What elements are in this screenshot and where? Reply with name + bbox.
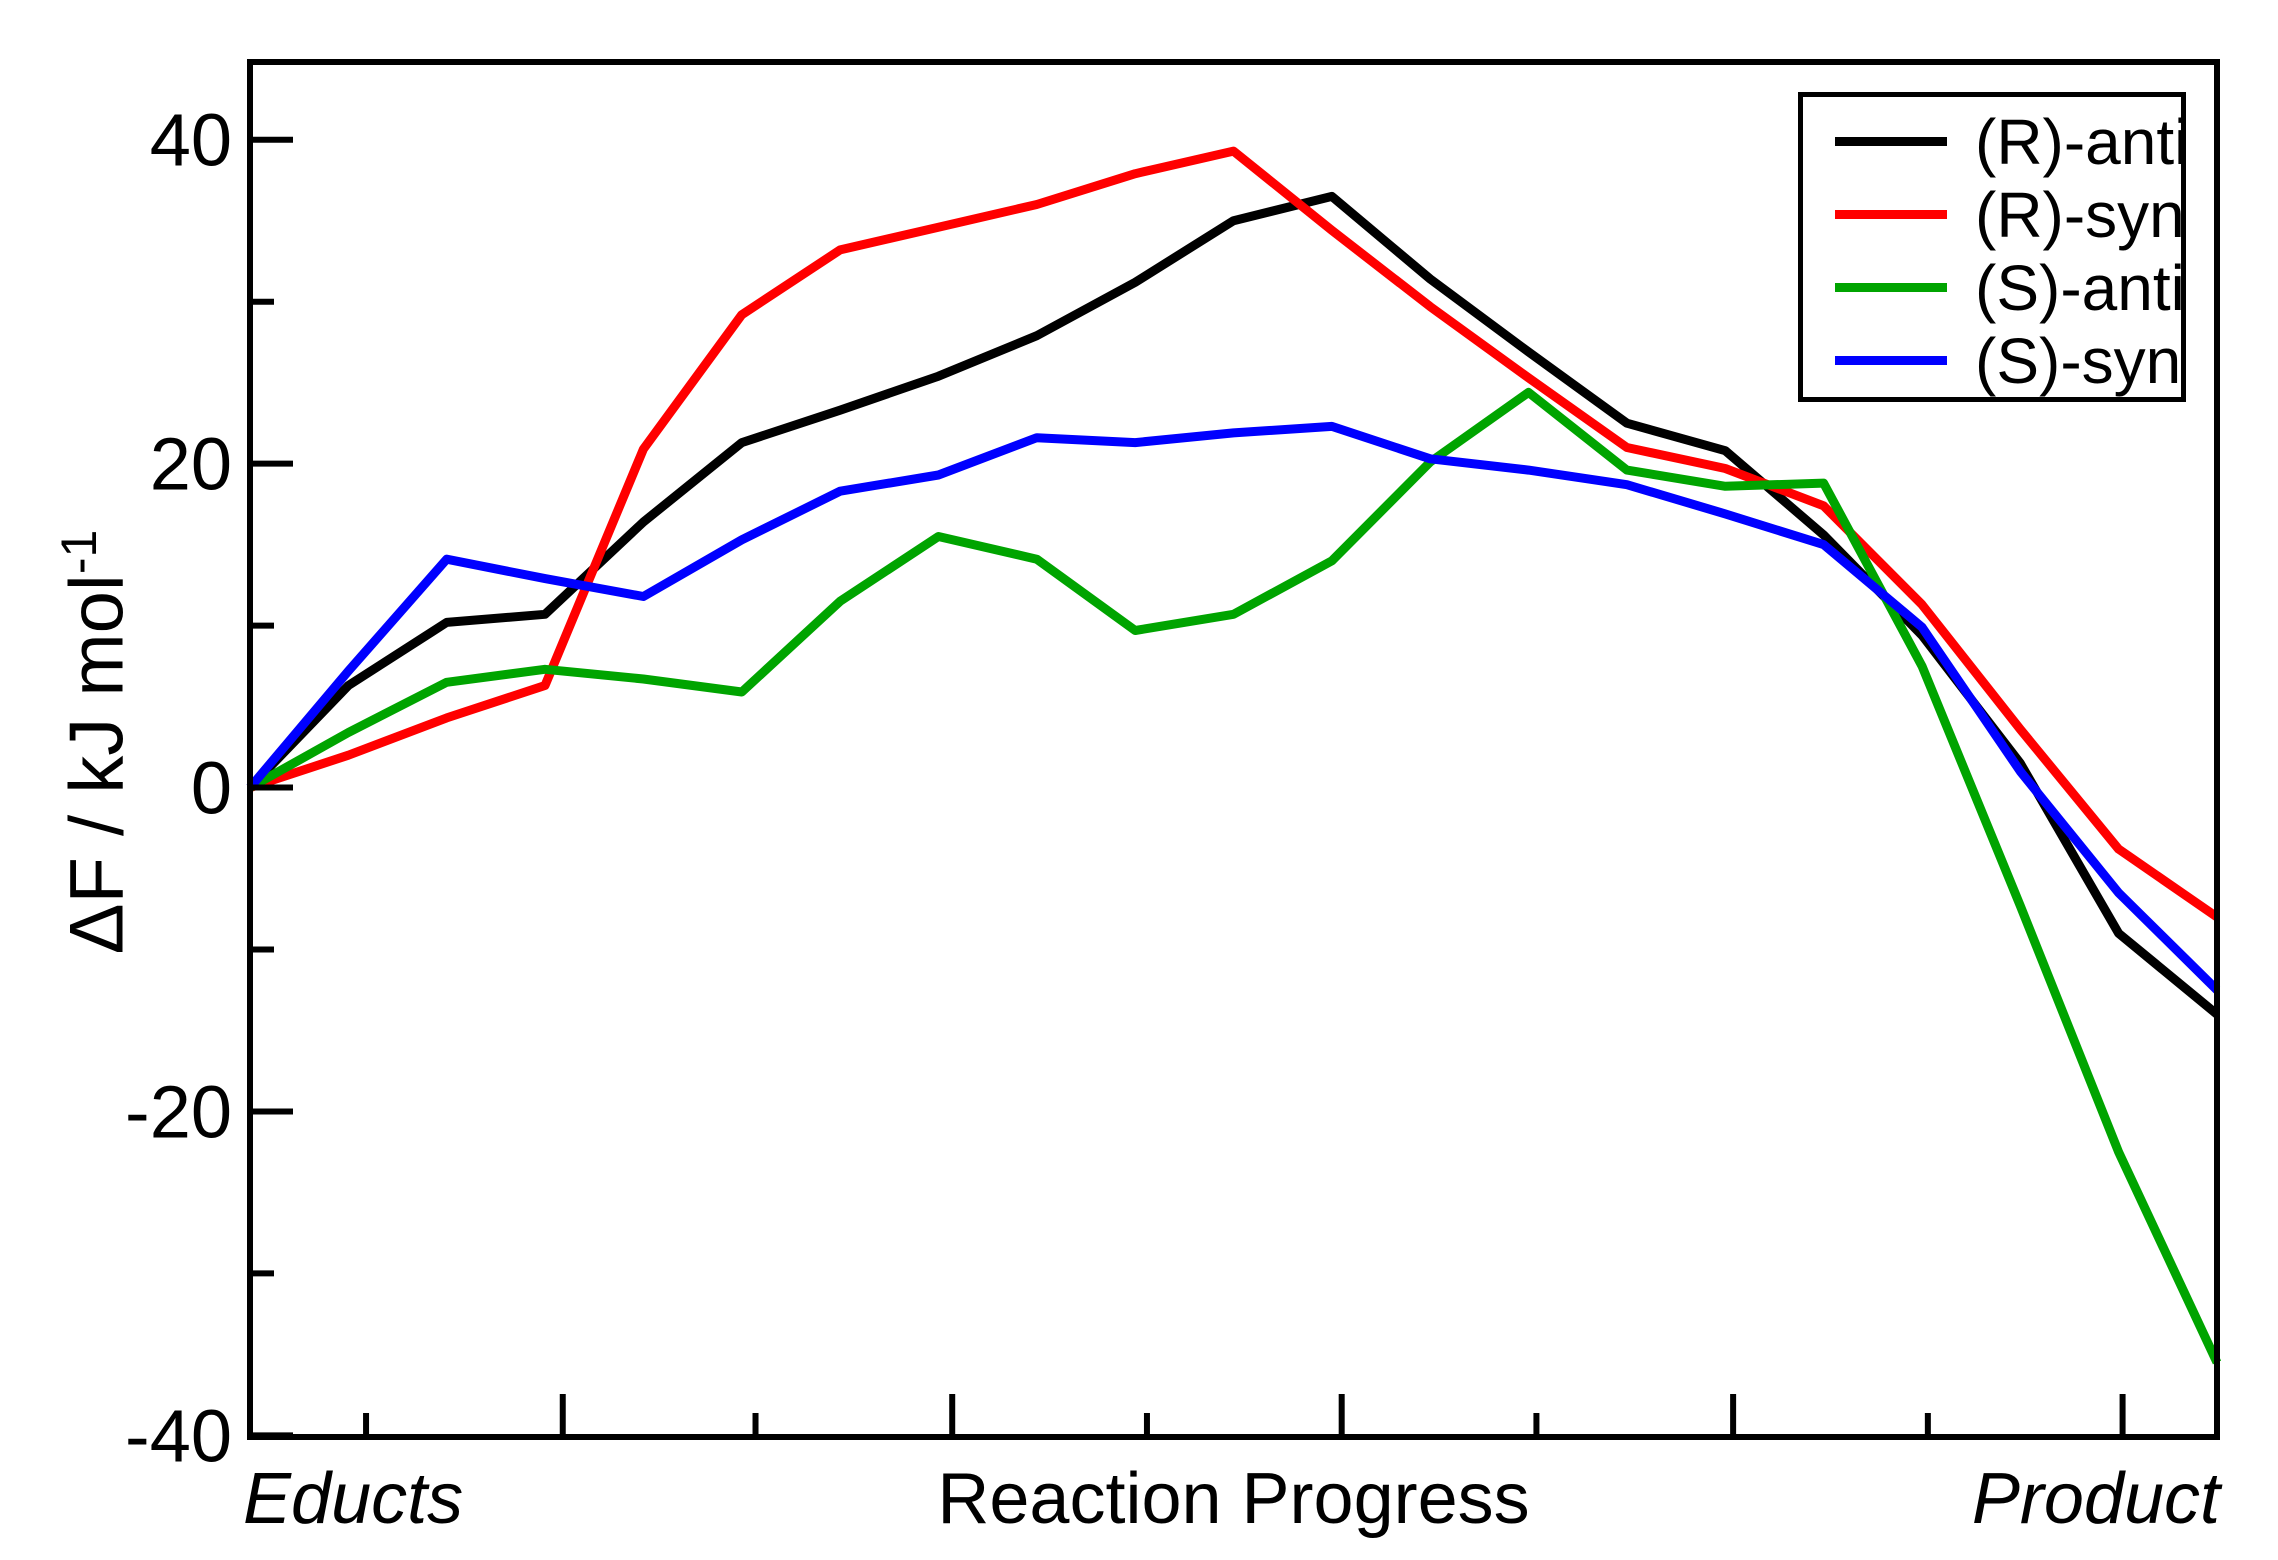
y-tick-label: 0 — [191, 747, 232, 830]
legend-swatch-r-syn — [1835, 210, 1947, 219]
legend-swatch-s-syn — [1835, 356, 1947, 365]
y-tick-label: -40 — [125, 1394, 232, 1477]
educts-label: Educts — [243, 1459, 464, 1539]
product-label: Product — [1971, 1459, 2220, 1539]
y-tick-label: 20 — [150, 423, 232, 506]
legend-item: (R)-anti — [1803, 105, 2188, 178]
y-axis-label-exponent: -1 — [51, 529, 107, 575]
series-line-r-syn — [248, 146, 2220, 921]
x-axis-title: Reaction Progress — [937, 1459, 1530, 1539]
legend-item: (S)-syn — [1803, 324, 2181, 397]
y-tick-label: 40 — [150, 99, 232, 182]
legend-swatch-r-anti — [1835, 137, 1947, 146]
legend-item: (R)-syn — [1803, 178, 2185, 251]
series-line-s-anti — [247, 387, 2222, 1365]
x-axis-captions: Educts Reaction Progress Product — [0, 1458, 2278, 1548]
series-line-s-syn — [246, 421, 2221, 994]
legend-label: (R)-anti — [1975, 105, 2189, 178]
y-axis-label-text: ΔF / kJ mol — [54, 574, 140, 955]
y-axis-label: ΔF / kJ mol-1 — [50, 442, 140, 1042]
y-tick-label: -20 — [125, 1070, 232, 1153]
series-group — [246, 146, 2222, 1365]
legend-label: (S)-anti — [1975, 251, 2185, 324]
legend-swatch-s-anti — [1835, 283, 1947, 292]
plot-border — [247, 59, 2220, 1440]
legend: (R)-anti (R)-syn (S)-anti (S)-syn — [1798, 92, 2188, 402]
legend-item: (S)-anti — [1803, 251, 2185, 324]
legend-label: (R)-syn — [1975, 178, 2185, 251]
legend-label: (S)-syn — [1975, 324, 2182, 397]
axes-group: 40 20 0 -20 -40 — [125, 59, 2220, 1477]
